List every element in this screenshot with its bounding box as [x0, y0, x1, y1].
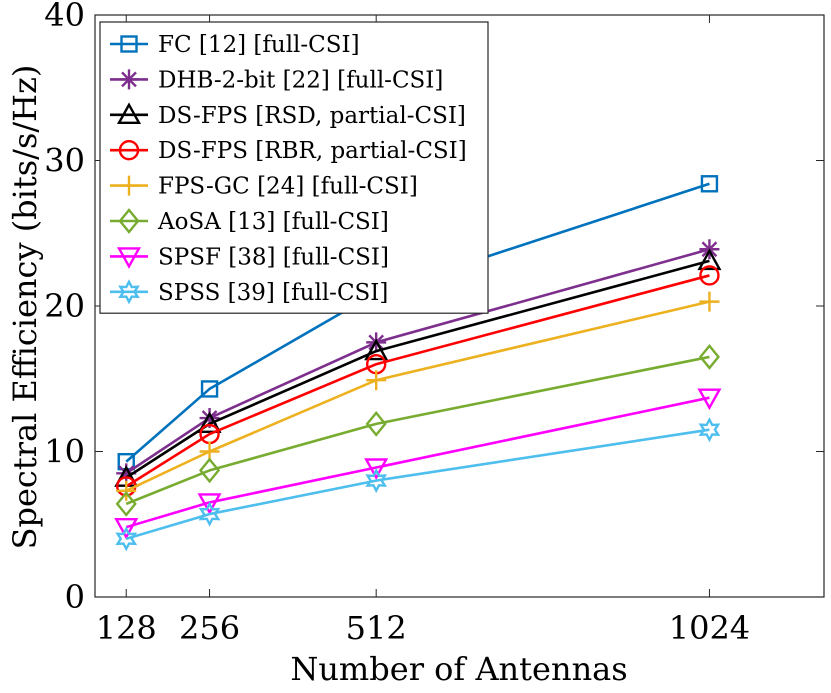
legend-marker — [116, 102, 142, 125]
data-point — [199, 408, 220, 429]
y-tick-label: 20 — [44, 287, 85, 325]
series-6 — [115, 344, 720, 517]
legend-entry: SPSF [38] [full-CSI] — [110, 244, 389, 270]
series-line — [125, 259, 710, 479]
data-point — [200, 380, 219, 398]
legend-marker — [116, 247, 142, 269]
x-tick-label: 128 — [96, 609, 157, 647]
data-point — [199, 457, 221, 484]
legend-label: SPSF [38] [full-CSI] — [158, 244, 389, 270]
y-axis-label: Spectral Efficiency (bits/s/Hz) — [6, 65, 44, 550]
series-8 — [115, 417, 721, 552]
legend-marker — [118, 208, 140, 234]
data-point — [364, 338, 389, 361]
data-point — [198, 501, 221, 527]
data-point — [699, 265, 720, 286]
series-layer — [114, 175, 722, 552]
legend-label: AoSA [13] [full-CSI] — [157, 209, 389, 235]
series-line — [125, 396, 710, 529]
legend-entry: DHB-2-bit [22] [full-CSI] — [110, 67, 443, 93]
legend-label: DHB-2-bit [22] [full-CSI] — [158, 67, 443, 93]
legend-entry: FC [12] [full-CSI] — [110, 32, 360, 58]
series-3 — [114, 248, 722, 487]
data-point — [699, 291, 720, 312]
data-point — [115, 526, 138, 552]
y-tick-label: 30 — [44, 142, 85, 180]
series-5 — [116, 291, 720, 501]
legend-box — [99, 21, 489, 314]
data-point — [114, 517, 139, 540]
series-line — [125, 248, 710, 475]
data-point — [697, 388, 722, 411]
series-line — [125, 300, 710, 492]
x-tick-label: 512 — [346, 609, 407, 647]
legend: FC [12] [full-CSI] DHB-2-bit [22] [full-C… — [99, 21, 489, 314]
legend-entry: FPS-GC [24] [full-CSI] — [110, 174, 418, 200]
data-point — [365, 468, 388, 494]
data-point — [697, 248, 722, 271]
legend-marker — [119, 175, 139, 196]
data-point — [366, 370, 387, 391]
series-line — [125, 355, 710, 506]
legend-label: SPSS [39] [full-CSI] — [158, 280, 388, 306]
x-tick-label: 1024 — [669, 609, 750, 647]
x-tick-label: 256 — [179, 609, 240, 647]
legend-marker — [118, 279, 140, 305]
y-tick-label: 10 — [44, 433, 85, 471]
series-7 — [114, 388, 722, 540]
series-line — [125, 274, 710, 488]
legend-entry: SPSS [39] [full-CSI] — [110, 279, 388, 306]
data-point — [365, 410, 387, 437]
series-line — [125, 182, 710, 463]
legend-label: FPS-GC [24] [full-CSI] — [158, 174, 418, 200]
legend-label: DS-FPS [RSD, partial-CSI] — [158, 103, 466, 129]
y-tick-label: 40 — [44, 0, 85, 34]
data-point — [197, 493, 222, 515]
data-point — [115, 490, 137, 517]
legend-label: DS-FPS [RBR, partial-CSI] — [158, 138, 467, 164]
legend-marker — [118, 139, 140, 161]
data-point — [698, 417, 721, 443]
legend-marker — [119, 69, 139, 90]
y-tick-label: 0 — [65, 578, 85, 616]
legend-entry: DS-FPS [RSD, partial-CSI] — [110, 102, 466, 129]
legend-label: FC [12] [full-CSI] — [158, 32, 360, 58]
data-point — [698, 344, 720, 370]
legend-entry: AoSA [13] [full-CSI] — [110, 208, 389, 235]
data-point — [197, 411, 222, 434]
data-point — [364, 458, 389, 480]
series-line — [125, 428, 710, 541]
legend-marker — [120, 35, 138, 53]
x-axis-label: Number of Antennas — [290, 650, 627, 688]
legend-entry: DS-FPS [RBR, partial-CSI] — [110, 138, 467, 164]
data-point — [700, 175, 719, 193]
data-point — [116, 480, 137, 501]
data-point — [116, 463, 137, 484]
axes-layer: 0 10 20 30 40 128 256 512 1024 — [44, 0, 825, 647]
